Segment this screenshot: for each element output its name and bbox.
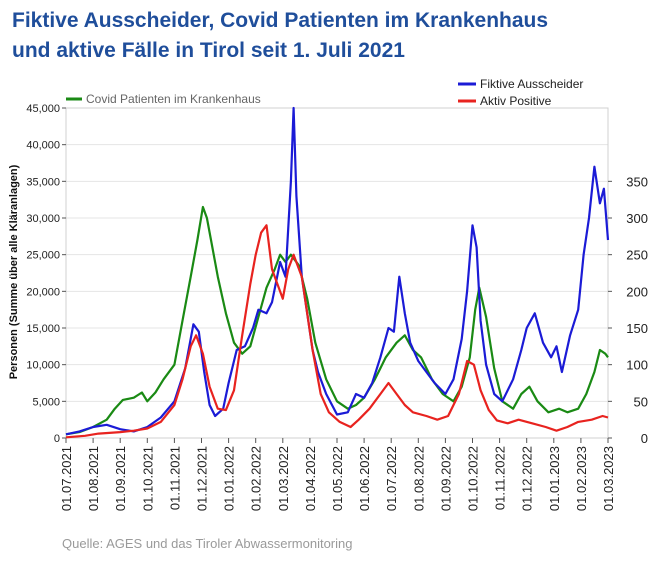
source-note: Quelle: AGES und das Tiroler Abwassermon…	[62, 536, 353, 551]
legend-label-hospital: Covid Patienten im Krankenhaus	[86, 92, 261, 106]
x-tick-label: 01.03.2023	[601, 446, 616, 511]
y-axis-label: Personen (Summe über alle Kläranlagen)	[8, 164, 20, 379]
y-right-tick-label: 150	[626, 321, 648, 336]
x-tick-label: 01.09.2022	[438, 446, 453, 511]
y-tick-label: 40,000	[26, 140, 60, 152]
x-tick-label: 01.09.2021	[113, 446, 128, 511]
y-tick-label: 10,000	[26, 360, 60, 372]
x-tick-label: 01.02.2023	[574, 446, 589, 511]
x-tick-label: 01.07.2022	[384, 446, 399, 511]
x-tick-label: 01.07.2021	[59, 446, 74, 511]
x-ticks: 01.07.2021 01.08.2021 01.09.2021 01.10.2021…	[59, 438, 616, 511]
x-tick-label: 01.05.2022	[330, 446, 345, 511]
legend: Covid Patienten im Krankenhaus Fiktive Au…	[66, 77, 583, 108]
y-tick-label: 45,000	[26, 103, 60, 115]
x-tick-label: 01.02.2022	[249, 446, 264, 511]
y-tick-label: 25,000	[26, 250, 60, 262]
x-tick-label: 01.04.2022	[303, 446, 318, 511]
legend-label-aktiv: Aktiv Positive	[480, 94, 552, 108]
y-right-tick-label: 350	[626, 174, 648, 189]
x-tick-label: 01.08.2022	[411, 446, 426, 511]
x-tick-label: 01.08.2021	[86, 446, 101, 511]
x-tick-label: 01.06.2022	[357, 446, 372, 511]
title-line-2: und aktive Fälle in Tirol seit 1. Juli 2…	[12, 39, 405, 62]
series-line-fiktive-ausscheider	[65, 106, 610, 436]
y-right-tick-label: 100	[626, 358, 648, 373]
series-lines	[65, 106, 610, 439]
y-tick-label: 35,000	[26, 176, 60, 188]
y-right-tick-label: 200	[626, 284, 648, 299]
x-tick-label: 01.12.2021	[195, 446, 210, 511]
x-tick-label: 01.01.2022	[222, 446, 237, 511]
x-tick-label: 01.01.2023	[547, 446, 562, 511]
y-tick-label: 5,000	[32, 396, 60, 408]
x-tick-label: 01.03.2022	[276, 446, 291, 511]
y-right-tick-label: 300	[626, 211, 648, 226]
x-tick-label: 01.11.2022	[493, 446, 508, 510]
title-line-1: Fiktive Ausscheider, Covid Patienten im …	[12, 9, 549, 32]
x-tick-label: 01.11.2021	[167, 446, 182, 510]
series-line-aktiv-positive	[65, 224, 609, 439]
series-line-covid-patienten-im-krankenhaus	[65, 205, 609, 436]
y-tick-label: 0	[54, 433, 60, 445]
y-tick-label: 20,000	[26, 286, 60, 298]
legend-label-fiktive: Fiktive Ausscheider	[480, 77, 583, 91]
y-right-tick-label: 0	[641, 431, 648, 446]
x-tick-label: 01.10.2022	[466, 446, 481, 511]
y-right-tick-label: 50	[634, 394, 648, 409]
chart-title: Fiktive Ausscheider, Covid Patienten im …	[12, 6, 652, 66]
y-right-tick-label: 250	[626, 248, 648, 263]
x-tick-label: 01.10.2021	[140, 446, 155, 511]
y-ticks-right: 0 50 100 150 200 250 300 350	[608, 174, 648, 446]
y-ticks-left: 0 5,000 10,000 15,000 20,000 25,000 30,000 35,0…	[26, 103, 66, 445]
x-tick-label: 01.12.2022	[520, 446, 535, 511]
y-tick-label: 30,000	[26, 213, 60, 225]
y-tick-label: 15,000	[26, 323, 60, 335]
